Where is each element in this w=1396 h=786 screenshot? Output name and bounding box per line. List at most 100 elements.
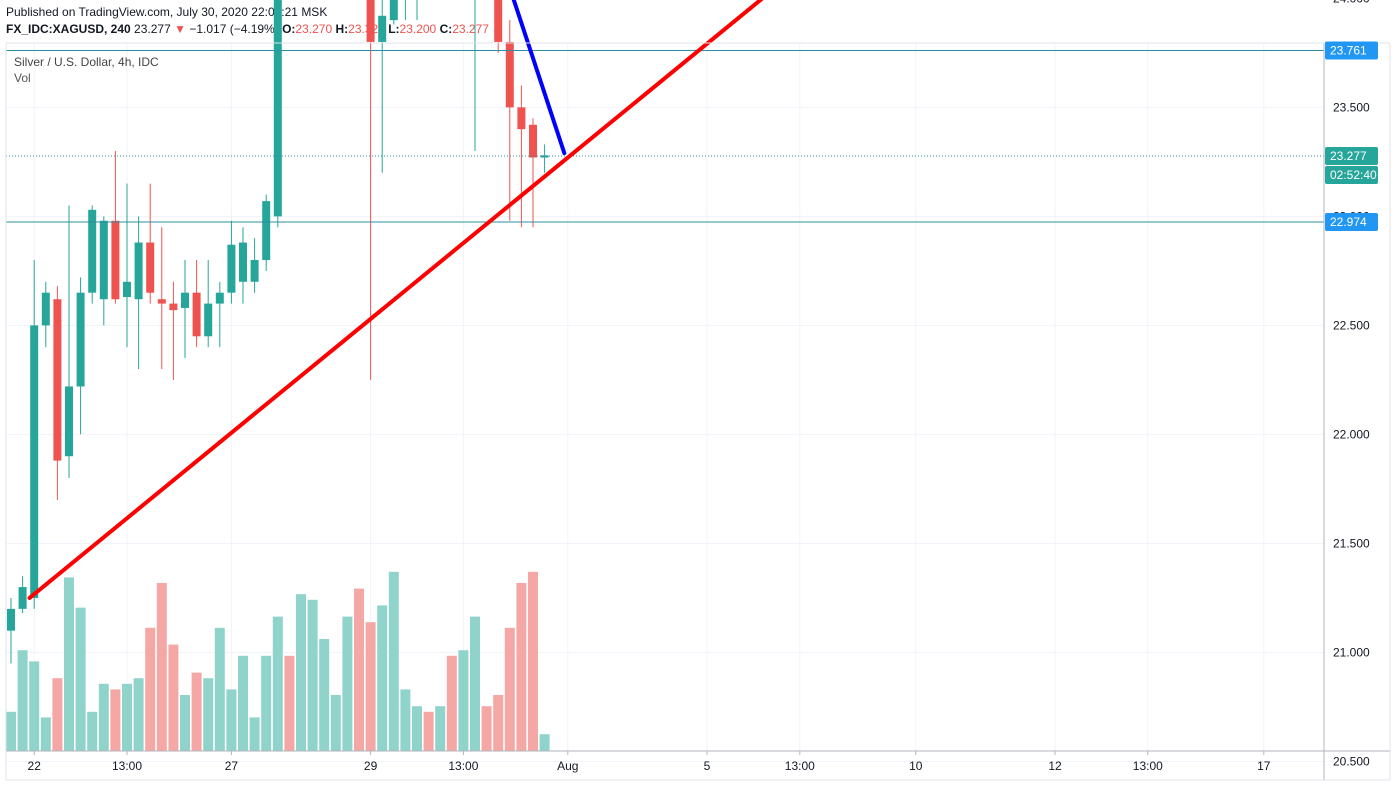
volume-bars — [6, 571, 550, 751]
x-tick-label: 13:00 — [448, 759, 478, 773]
y-tick-label: 21.500 — [1333, 536, 1370, 550]
candle-body — [250, 259, 259, 282]
volume-bar — [470, 616, 480, 751]
last-price-tag-bg — [1325, 146, 1378, 165]
candle-body — [192, 292, 201, 337]
price-change: −1.017 (−4.19%) — [189, 22, 279, 36]
published-caption: Published on TradingView.com, July 30, 2… — [6, 5, 328, 19]
candle-body — [505, 41, 514, 108]
x-tick-label: 13:00 — [112, 759, 142, 773]
candle-body — [494, 0, 503, 42]
level-high-tag: 23.761 — [1330, 43, 1367, 57]
level-low-tag-bg — [1325, 213, 1378, 232]
candle-body — [134, 242, 143, 300]
candle-body — [18, 587, 27, 609]
chart-legend: Silver / U.S. Dollar, 4h, IDC Vol — [14, 54, 159, 86]
volume-bar — [481, 706, 492, 751]
candle-body — [76, 292, 85, 387]
volume-bar — [214, 627, 225, 751]
x-tick-label: 17 — [1257, 759, 1271, 773]
candle-body — [157, 299, 166, 304]
blue-trendline — [511, 0, 567, 156]
x-tick-label: 12 — [1048, 759, 1062, 773]
price-tags: 23.761 22.974 23.277 02:52:40 — [1325, 41, 1378, 232]
volume-bar — [504, 627, 515, 751]
volume-bar — [377, 605, 388, 751]
volume-bar — [226, 689, 237, 751]
down-arrow-icon: ▼ — [174, 22, 186, 36]
candle-body — [181, 292, 189, 308]
volume-bar — [516, 583, 527, 751]
y-tick-label: 20.500 — [1333, 755, 1370, 769]
volume-bar — [493, 695, 504, 751]
candle-body — [215, 292, 224, 304]
level-high-tag-bg — [1325, 41, 1378, 60]
high-value: 23.328 — [348, 22, 385, 36]
x-tick-label: 29 — [364, 759, 378, 773]
candles — [7, 0, 549, 664]
volume-bar — [156, 583, 167, 751]
volume-bar — [528, 571, 538, 751]
x-tick-label: Aug — [557, 759, 578, 773]
x-tick-label: 13:00 — [1133, 759, 1163, 773]
trendlines[interactable] — [27, 0, 774, 600]
candle-body — [146, 242, 155, 293]
candle-body — [99, 220, 108, 300]
ohlc-header: FX_IDC:XAGUSD, 240 23.277 ▼ −1.017 (−4.1… — [6, 22, 489, 36]
candle-body — [204, 303, 213, 337]
volume-bar — [330, 695, 341, 751]
horizontal-levels[interactable] — [6, 49, 1324, 223]
candle-body — [123, 281, 131, 298]
x-tick-label: 13:00 — [785, 759, 815, 773]
volume-bar — [296, 594, 306, 751]
y-tick-label: 22.000 — [1333, 427, 1370, 441]
symbol-label: FX_IDC:XAGUSD, 240 — [6, 22, 131, 36]
high-label: H: — [335, 22, 349, 36]
close-value: 23.277 — [452, 22, 489, 36]
low-label: L: — [388, 22, 400, 36]
volume-bar — [98, 683, 109, 751]
candle-body — [529, 124, 537, 158]
candle-body — [273, 0, 282, 217]
volume-bar — [319, 639, 330, 751]
volume-bar — [145, 627, 156, 751]
volume-bar — [435, 706, 446, 751]
x-tick-label: 10 — [909, 759, 923, 773]
volume-bar — [191, 672, 202, 751]
candle-body — [378, 15, 387, 42]
candle-body — [53, 299, 62, 461]
volume-bar — [238, 655, 248, 751]
y-tick-label: 23.500 — [1333, 100, 1370, 114]
volume-bar — [354, 588, 364, 751]
candle-body — [227, 244, 236, 293]
x-tick-label: 27 — [225, 759, 239, 773]
volume-bar — [52, 678, 63, 751]
candle-body — [65, 386, 73, 457]
price-axis[interactable]: 20.50021.00021.50022.00022.50023.00023.5… — [1333, 0, 1370, 769]
y-tick-label: 22.500 — [1333, 318, 1370, 332]
y-tick-label: 21.000 — [1333, 645, 1370, 659]
volume-bar — [539, 734, 550, 751]
volume-bar — [75, 607, 86, 751]
volume-bar — [261, 655, 272, 751]
volume-bar — [17, 650, 28, 751]
x-tick-label: 22 — [28, 759, 42, 773]
volume-bar — [180, 695, 190, 751]
volume-bar — [412, 706, 422, 751]
candle-body — [88, 209, 97, 293]
volume-bar — [249, 717, 260, 751]
volume-bar — [388, 571, 399, 751]
volume-bar — [110, 689, 121, 751]
countdown-tag: 02:52:40 — [1330, 168, 1377, 182]
red-trendline — [27, 0, 764, 600]
candle-body — [30, 325, 39, 598]
volume-bar — [400, 689, 411, 751]
volume-bar — [133, 678, 144, 751]
candle-body — [262, 201, 271, 260]
volume-bar — [423, 711, 434, 751]
volume-bar — [307, 599, 318, 751]
volume-bar — [365, 622, 376, 751]
volume-bar — [29, 661, 40, 751]
time-axis[interactable]: 22 13:00 27 29 13:00 Aug 5 13:00 10 12 13:00 17 — [28, 751, 1271, 773]
